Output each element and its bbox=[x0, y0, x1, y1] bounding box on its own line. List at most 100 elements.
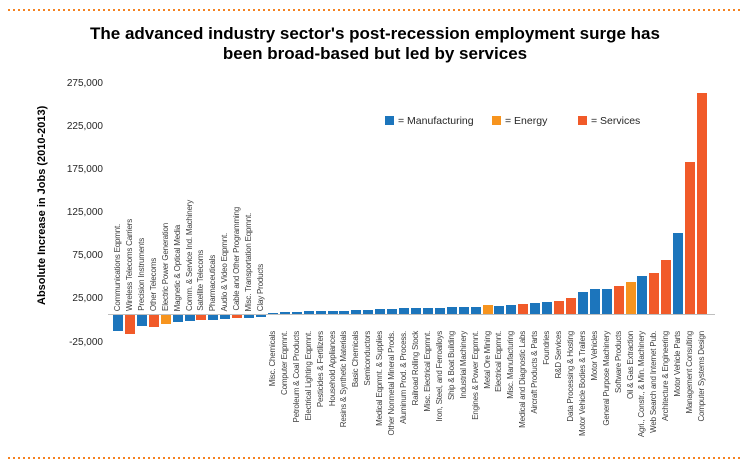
category-label: Resins & Synthetic Materials bbox=[339, 331, 349, 428]
bar bbox=[124, 315, 135, 334]
bar bbox=[160, 315, 171, 324]
category-label: Magnetic & Optical Media bbox=[172, 224, 182, 311]
category-label: Satellite Telecoms bbox=[196, 250, 206, 311]
category-label: Cable and Other Programming bbox=[232, 207, 242, 311]
category-label: Other Telecoms bbox=[148, 257, 158, 311]
bar bbox=[482, 305, 493, 314]
bar bbox=[196, 315, 207, 321]
bar bbox=[113, 315, 123, 332]
bar bbox=[422, 307, 433, 314]
y-tick-label: 225,000 bbox=[66, 121, 103, 133]
bar bbox=[649, 273, 660, 314]
category-label: Electric Power Generation bbox=[160, 223, 170, 311]
bar bbox=[291, 311, 302, 314]
category-label: Pesticides & Fertilizers bbox=[315, 331, 325, 408]
category-label: Industrial Machinery bbox=[458, 331, 468, 399]
category-label: Software Products bbox=[613, 331, 623, 393]
bar bbox=[136, 315, 147, 326]
bar bbox=[172, 315, 183, 322]
category-label: Railroad Rolling Stock bbox=[411, 331, 420, 406]
category-label: Motor Vehicles bbox=[589, 331, 599, 381]
bar bbox=[327, 310, 338, 314]
category-label: Other Nonmetal Mineral Prods. bbox=[387, 331, 397, 436]
category-label: Aircraft Products & Parts bbox=[530, 331, 540, 414]
category-label: Communications Eqpmnt. bbox=[113, 223, 122, 311]
legend-item-energy: = Energy bbox=[492, 115, 547, 129]
category-label: Ship & Boat Building bbox=[446, 331, 456, 400]
category-label: Architecture & Engineering bbox=[661, 331, 671, 421]
category-label: Wireless Telecoms Carriers bbox=[124, 218, 134, 311]
legend-label-services: = Services bbox=[591, 115, 641, 127]
category-label: Pharmaceuticals bbox=[208, 254, 218, 311]
bar bbox=[315, 311, 326, 314]
category-label: Data Processing & Hosting bbox=[565, 331, 575, 422]
bar bbox=[411, 307, 421, 314]
bar bbox=[542, 302, 553, 314]
bar bbox=[589, 289, 600, 314]
bar bbox=[244, 315, 255, 319]
category-label: Agri., Constr., & Min. Machinery bbox=[637, 331, 647, 438]
bar bbox=[446, 307, 457, 314]
chart-title-line1: The advanced industry sector's post-rece… bbox=[90, 24, 660, 43]
bottom-dotted-rule bbox=[8, 457, 742, 459]
bar bbox=[530, 302, 541, 314]
category-label: Household Appliances bbox=[327, 331, 337, 407]
category-label: Metal Ore Mining bbox=[482, 331, 492, 389]
category-label: Comm. & Service Ind. Machinery bbox=[184, 200, 194, 311]
y-tick-label: 25,000 bbox=[72, 293, 103, 305]
category-label: Iron, Steel, and Ferroalloys bbox=[434, 331, 444, 422]
y-tick-label: 175,000 bbox=[66, 164, 103, 176]
category-label: Misc. Chemicals bbox=[267, 331, 277, 387]
energy-swatch-icon bbox=[492, 116, 501, 125]
category-label: Aluminum Prod. & Process. bbox=[399, 331, 409, 424]
category-label: Electrical Eqpmnt. bbox=[494, 331, 504, 392]
bar bbox=[673, 232, 684, 314]
bar bbox=[434, 307, 445, 314]
legend: = Manufacturing = Energy = Services bbox=[0, 115, 750, 129]
bar bbox=[506, 305, 517, 314]
bar bbox=[232, 315, 243, 319]
bar bbox=[470, 306, 481, 314]
bar bbox=[637, 275, 648, 314]
category-label: Semiconductors bbox=[363, 331, 373, 386]
category-label: Computer Eqpmnt. bbox=[279, 331, 289, 395]
bar bbox=[256, 315, 267, 318]
bar bbox=[279, 312, 290, 314]
top-dotted-rule bbox=[8, 9, 742, 11]
bar bbox=[184, 315, 195, 322]
category-label: Electrical Lighting Eqpmnt. bbox=[303, 331, 313, 421]
bar bbox=[613, 286, 624, 314]
y-tick-label: 75,000 bbox=[72, 250, 103, 262]
category-label: Motor Vehicle Parts bbox=[673, 331, 683, 397]
category-label: Precision Instruments bbox=[136, 238, 146, 311]
y-tick-label: -25,000 bbox=[69, 336, 103, 348]
bar bbox=[208, 315, 219, 320]
legend-label-manufacturing: = Manufacturing bbox=[398, 115, 474, 127]
legend-item-services: = Services bbox=[578, 115, 640, 129]
bar bbox=[339, 310, 350, 314]
category-label: Engines & Power Eqpmnt. bbox=[470, 331, 480, 420]
services-swatch-icon bbox=[578, 116, 587, 125]
bar bbox=[351, 310, 362, 314]
category-label: Medical Eqpmnt. & Supplies bbox=[375, 331, 385, 426]
bar bbox=[220, 315, 231, 319]
category-label: Misc. Electrical Eqpmnt. bbox=[422, 331, 432, 412]
bar bbox=[267, 312, 278, 314]
bar bbox=[661, 260, 672, 314]
category-label: Clay Products bbox=[256, 263, 266, 311]
bar bbox=[565, 298, 576, 314]
category-label: Web Search and Internet Pub. bbox=[649, 331, 659, 433]
bar bbox=[387, 308, 398, 314]
manufacturing-swatch-icon bbox=[385, 116, 394, 125]
y-tick-label: 275,000 bbox=[66, 77, 103, 89]
bar bbox=[375, 309, 386, 314]
bar bbox=[577, 292, 588, 314]
category-label: Misc. Manufacturing bbox=[506, 331, 516, 399]
category-label: General Purpose Machinery bbox=[601, 331, 611, 426]
category-label: Foundries bbox=[542, 331, 552, 365]
legend-item-manufacturing: = Manufacturing bbox=[385, 115, 474, 129]
bar bbox=[625, 282, 636, 314]
category-label: Misc. Transportation Eqpmnt. bbox=[244, 212, 254, 311]
bar bbox=[518, 304, 529, 314]
